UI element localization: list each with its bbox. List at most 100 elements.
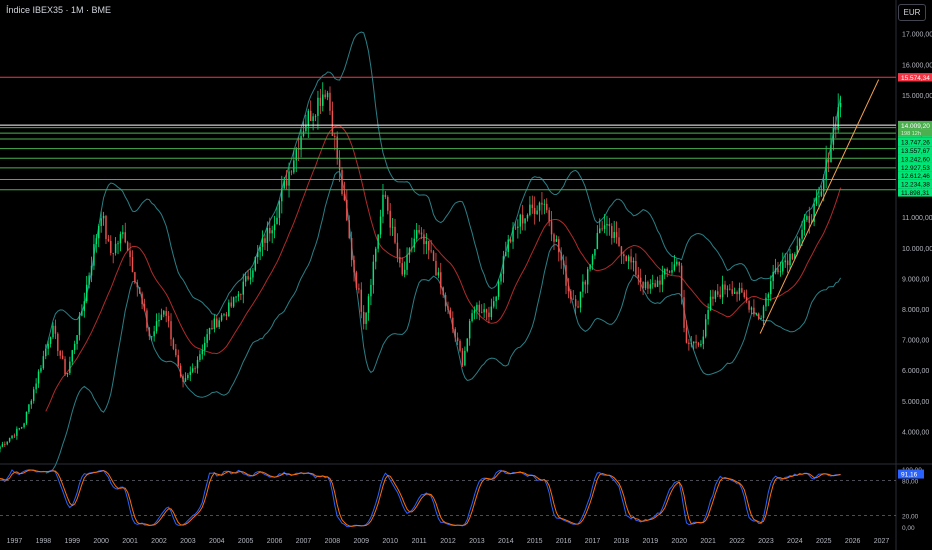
candle-body (49, 337, 52, 344)
candle-body (153, 331, 155, 337)
price-tag-label: 12.612,46 (901, 173, 930, 180)
candle-body (259, 246, 261, 252)
candle-body (543, 203, 546, 205)
price-tick-label: 16.000,00 (902, 62, 932, 69)
candle-body (611, 226, 613, 239)
candle-body (613, 232, 615, 239)
candle-body (6, 441, 8, 445)
candle-body (574, 299, 577, 307)
candle-body (425, 241, 428, 245)
candle-body (839, 102, 842, 108)
candle-body (837, 107, 839, 130)
candle-body (341, 170, 343, 194)
candle-body (507, 239, 509, 252)
candle-body (803, 219, 806, 230)
year-tick-label: 2017 (585, 538, 601, 545)
candle-body (480, 311, 483, 313)
year-tick-label: 2010 (382, 538, 398, 545)
candle-body (632, 261, 635, 263)
candle-body (745, 297, 748, 301)
candle-body (208, 328, 211, 335)
trendline (759, 79, 880, 334)
candle-body (601, 228, 603, 230)
candle-body (271, 230, 273, 234)
year-tick-label: 2018 (614, 538, 630, 545)
year-tick-label: 2025 (816, 538, 832, 545)
year-tick-label: 2003 (180, 538, 196, 545)
candle-body (95, 238, 98, 245)
price-tag-box (898, 179, 932, 189)
candle-body (129, 250, 131, 258)
candle-body (285, 180, 288, 186)
year-tick-label: 2007 (296, 538, 312, 545)
candle-body (0, 446, 1, 449)
candle-body (690, 343, 692, 345)
candle-body (801, 229, 803, 239)
candle-body (832, 128, 835, 145)
candle-body (639, 277, 642, 283)
candle-body (336, 136, 338, 160)
candle-body (760, 318, 762, 319)
candle-body (134, 272, 136, 283)
year-tick-label: 2006 (267, 538, 283, 545)
candle-body (240, 294, 242, 295)
candle-body (4, 444, 6, 445)
candle-body (721, 284, 724, 298)
candle-body (830, 144, 832, 163)
candle-body (223, 314, 225, 316)
candle-body (211, 328, 213, 330)
price-tag-box (898, 188, 932, 197)
year-tick-label: 2015 (527, 538, 543, 545)
candle-body (471, 313, 473, 322)
year-tick-label: 2002 (151, 538, 167, 545)
candle-body (355, 272, 358, 289)
price-axis: 4.000,00 5.000,00 6.000,00 7.000,00 8.000,00… (902, 32, 932, 437)
candle-body (247, 276, 249, 280)
candle-body (570, 291, 572, 299)
candle-body (346, 199, 348, 221)
candle-body (396, 242, 399, 258)
candle-body (608, 224, 611, 227)
candle-body (269, 227, 271, 234)
candle-body (418, 230, 420, 233)
candle-body (256, 251, 259, 258)
candle-body (415, 230, 418, 239)
candle-body (377, 234, 379, 249)
candle-body (647, 281, 649, 289)
candle-body (808, 216, 811, 223)
candle-body (25, 411, 28, 424)
currency-button[interactable]: EUR (898, 4, 926, 21)
year-tick-label: 2019 (643, 538, 659, 545)
candle-body (750, 307, 753, 310)
candle-body (220, 315, 223, 321)
candle-body (175, 348, 177, 356)
candle-body (688, 342, 690, 345)
candle-body (729, 288, 731, 290)
candle-body (370, 284, 372, 297)
candle-body (661, 274, 664, 285)
price-tick-label: 4.000,00 (902, 429, 929, 436)
candle-body (20, 427, 23, 429)
candle-body (119, 234, 122, 244)
candle-body (83, 301, 86, 311)
moving-average (45, 125, 842, 412)
price-tag-box (898, 137, 932, 147)
year-tick-label: 2020 (671, 538, 687, 545)
candle-body (762, 306, 765, 319)
candle-body (521, 214, 524, 224)
candle-body (514, 227, 517, 229)
candle-body (305, 125, 307, 132)
candle-body (11, 435, 13, 439)
candle-body (117, 243, 119, 245)
candle-body (798, 238, 801, 246)
price-tag-label: 12.234,38 (901, 182, 930, 189)
candle-body (755, 313, 758, 315)
candle-body (733, 292, 736, 294)
candle-body (158, 319, 160, 322)
candle-body (411, 247, 413, 249)
candle-body (444, 294, 447, 307)
candle-body (30, 400, 33, 405)
price-tick-label: 8.000,00 (902, 307, 929, 314)
